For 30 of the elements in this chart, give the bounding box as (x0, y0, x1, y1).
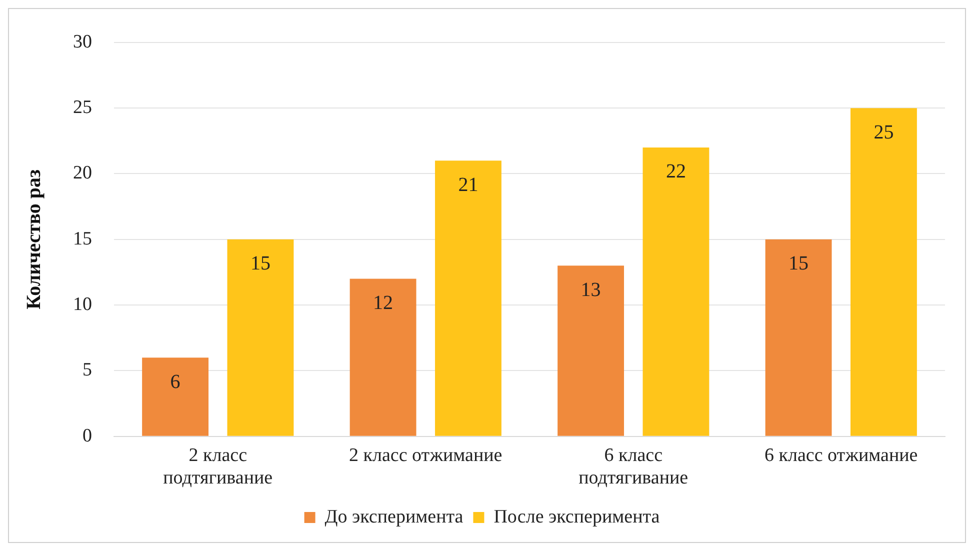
y-tick-label: 20 (73, 162, 92, 184)
bar (850, 108, 917, 436)
bar (142, 358, 209, 436)
bar (434, 160, 502, 436)
y-tick-label: 25 (73, 97, 92, 118)
data-label: 15 (788, 252, 809, 275)
data-label: 15 (250, 252, 270, 275)
x-tick-label: 2 класс подтягивание (163, 444, 273, 489)
legend-label: После эксперимента (494, 506, 660, 528)
bar (642, 147, 710, 436)
y-tick-label: 30 (73, 31, 92, 52)
data-label: 25 (874, 121, 894, 144)
y-tick-label: 15 (73, 228, 92, 250)
data-label: 12 (373, 292, 394, 314)
y-tick-label: 10 (73, 294, 92, 316)
x-tick-label: 6 класс подтягивание (578, 444, 688, 489)
bar (227, 239, 294, 436)
bar (350, 278, 416, 436)
bar (765, 239, 832, 436)
x-tick-label: 2 класс отжимание (349, 444, 502, 466)
data-label: 13 (580, 278, 601, 301)
y-axis-title: Количество раз (23, 169, 46, 310)
y-tick-label: 5 (82, 360, 92, 381)
legend-label: До эксперимента (324, 506, 464, 528)
data-label: 21 (458, 174, 478, 196)
data-label: 6 (170, 370, 180, 393)
data-label: 22 (666, 160, 686, 183)
x-tick-label: 6 класс отжимание (764, 444, 918, 466)
y-tick-label: 0 (82, 425, 92, 446)
bar (558, 266, 624, 436)
